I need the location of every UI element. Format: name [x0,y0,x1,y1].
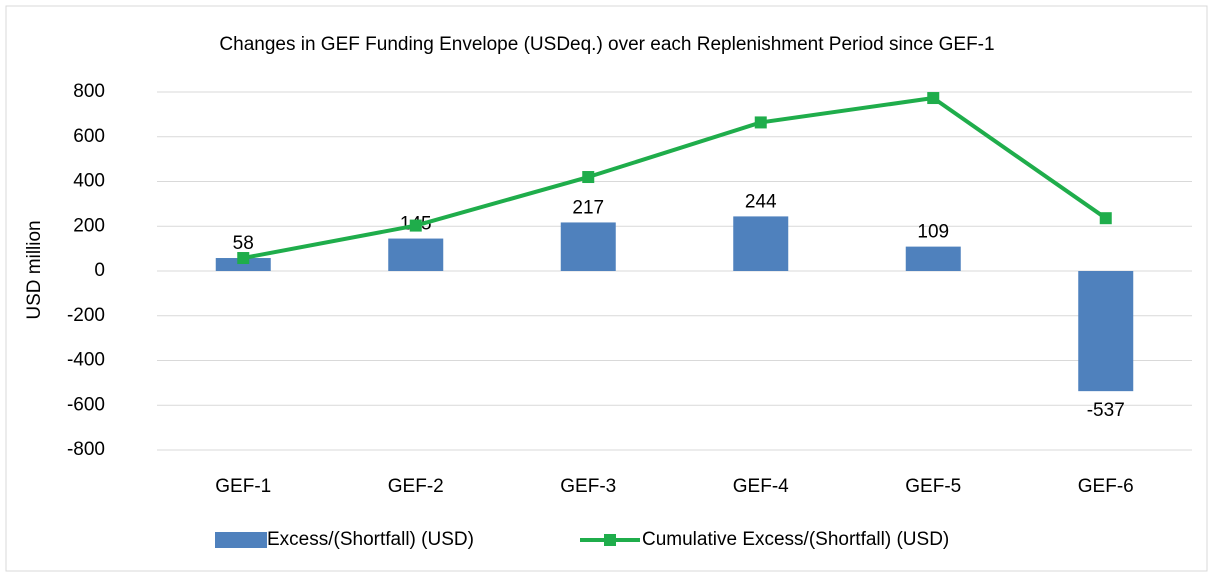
bar [215,258,271,271]
line-marker [237,252,250,265]
legend-swatch [215,532,267,548]
x-tick-label: GEF-5 [905,476,961,497]
line-marker [582,171,595,184]
y-tick-label: -600 [67,394,105,415]
y-tick-label: 0 [94,260,105,281]
line-marker [927,92,940,105]
line-marker [754,116,767,129]
x-tick-label: GEF-3 [560,476,616,497]
data-label: 109 [917,222,949,243]
y-tick-label: -400 [67,350,105,371]
legend-label: Excess/(Shortfall) (USD) [267,529,474,550]
y-tick-label: -800 [67,439,105,460]
bar [388,238,444,271]
y-tick-label: 600 [73,126,105,147]
y-tick-label: 800 [73,81,105,102]
x-tick-label: GEF-6 [1078,476,1134,497]
x-tick-label: GEF-4 [733,476,789,497]
line-marker [1099,212,1112,225]
chart-title: Changes in GEF Funding Envelope (USDeq.)… [219,34,994,55]
data-label: -537 [1087,400,1125,421]
y-tick-label: -200 [67,305,105,326]
legend-label: Cumulative Excess/(Shortfall) (USD) [642,529,949,550]
bar [733,216,789,271]
data-label: 217 [572,197,604,218]
line-marker [409,219,422,232]
bar [905,246,961,271]
line [242,96,1107,260]
chart-border [5,5,1208,572]
x-tick-label: GEF-1 [215,476,271,497]
legend-marker [604,534,616,546]
y-tick-label: 400 [73,171,105,192]
y-axis-title: USD million [24,220,45,319]
bar [560,222,616,271]
y-tick-label: 200 [73,215,105,236]
x-tick-label: GEF-2 [388,476,444,497]
bar [1078,271,1134,392]
data-label: 58 [233,233,254,254]
data-label: 244 [745,191,777,212]
